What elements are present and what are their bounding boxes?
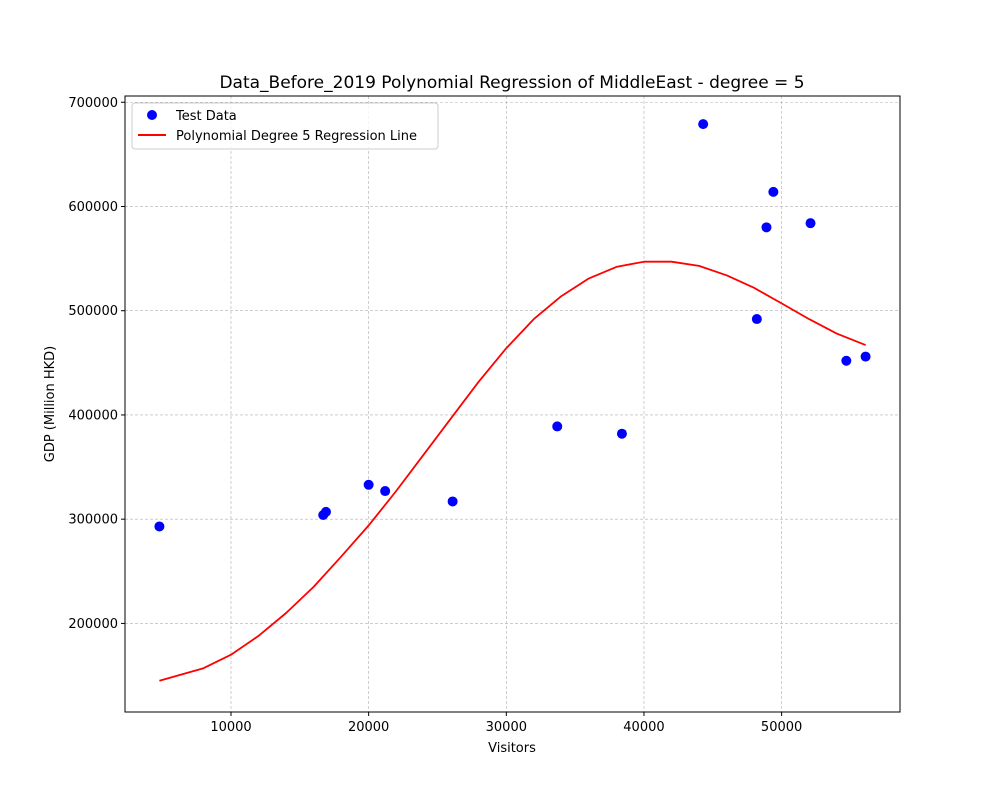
data-point xyxy=(751,314,762,325)
x-tick-label: 50000 xyxy=(761,720,802,735)
legend: Test Data Polynomial Degree 5 Regression… xyxy=(131,102,439,150)
y-tick-label: 400000 xyxy=(68,408,118,423)
data-point xyxy=(841,355,852,366)
legend-label-test-data: Test Data xyxy=(175,109,237,124)
data-point xyxy=(447,496,458,507)
y-tick-label: 700000 xyxy=(68,96,118,111)
tick-layer: 10000 20000 30000 40000 50000 200000 300000 400… xyxy=(68,96,802,735)
scatter-point-layer xyxy=(154,119,871,532)
data-point xyxy=(768,186,779,197)
regression-line xyxy=(159,260,866,682)
grid-layer xyxy=(125,96,900,712)
y-tick-label: 500000 xyxy=(68,304,118,319)
y-tick-label: 300000 xyxy=(68,513,118,528)
data-point xyxy=(154,521,165,532)
chart-title: Data_Before_2019 Polynomial Regression o… xyxy=(219,73,804,93)
x-tick-label: 10000 xyxy=(210,720,251,735)
legend-box xyxy=(131,102,439,150)
y-tick-label: 600000 xyxy=(68,200,118,215)
x-tick-label: 20000 xyxy=(348,720,389,735)
data-point xyxy=(380,486,391,497)
x-tick-label: 40000 xyxy=(623,720,664,735)
regression-line-layer xyxy=(159,260,866,682)
data-point xyxy=(860,351,871,362)
data-point xyxy=(552,421,563,432)
y-axis-label: GDP (Million HKD) xyxy=(43,346,58,463)
legend-marker-test-data xyxy=(147,110,157,120)
data-point xyxy=(805,218,816,229)
x-tick-label: 30000 xyxy=(486,720,527,735)
plot-frame xyxy=(124,95,901,713)
y-tick-label: 200000 xyxy=(68,617,118,632)
x-axis-label: Visitors xyxy=(488,741,536,756)
data-point xyxy=(698,119,709,130)
legend-label-regression: Polynomial Degree 5 Regression Line xyxy=(176,129,417,144)
data-point xyxy=(616,428,627,439)
data-point xyxy=(363,479,374,490)
data-point xyxy=(320,506,331,517)
data-point xyxy=(761,222,772,233)
